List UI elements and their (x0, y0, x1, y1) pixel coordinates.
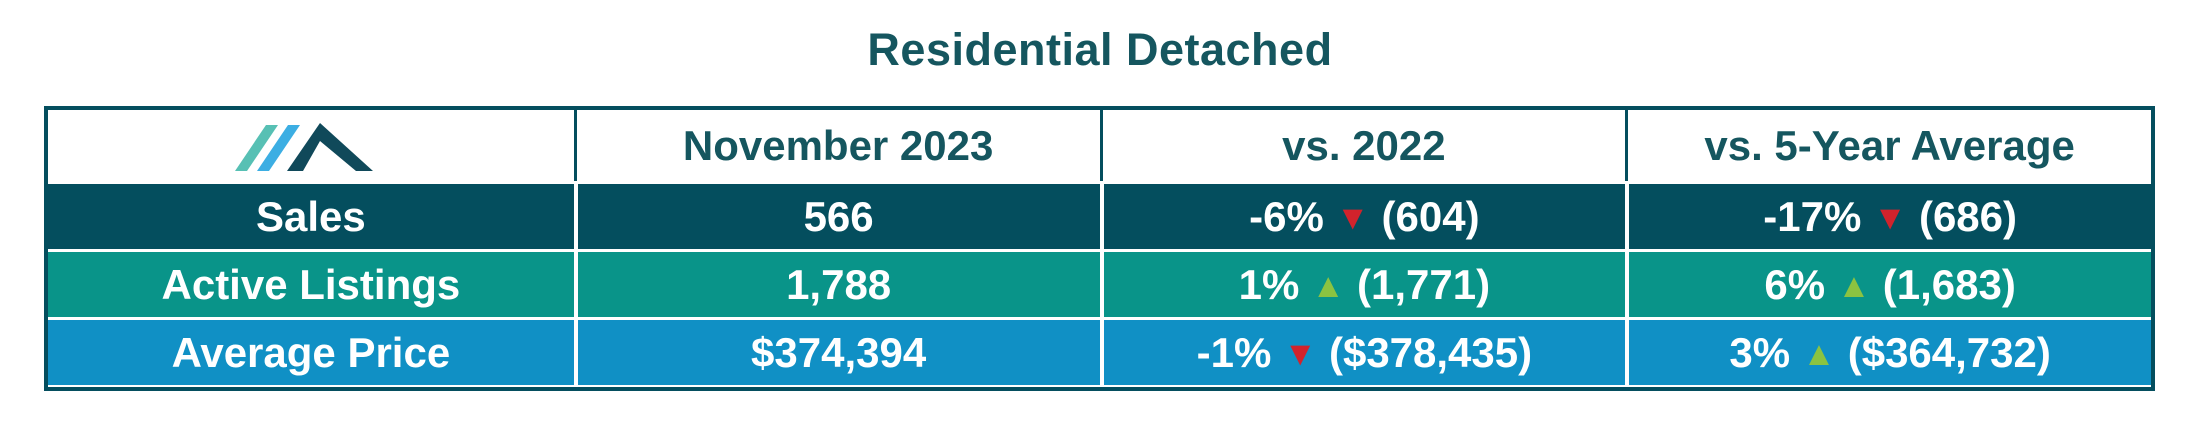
sales-current-value: 566 (573, 184, 1100, 249)
up-triangle-icon: ▲ (1802, 334, 1836, 373)
prev-value: ($378,435) (1328, 328, 1533, 376)
roofline-logo-icon (234, 122, 373, 171)
pct-change: -6% (1249, 192, 1324, 240)
average-price-vs-2022-cell: -1% ▼ ($378,435) (1099, 320, 1626, 385)
pct-change: 3% (1729, 328, 1791, 376)
residential-detached-table: November 2023 vs. 2022 vs. 5-Year Averag… (44, 106, 2155, 391)
sales-vs-2022-cell: -6% ▼ (604) (1099, 184, 1626, 249)
column-header-vs-5-year-average: vs. 5-Year Average (1625, 110, 2151, 181)
logo-header-cell (48, 110, 574, 181)
pct-change: 6% (1764, 260, 1826, 308)
prev-value: (1,771) (1357, 260, 1491, 308)
down-triangle-icon: ▼ (1873, 198, 1907, 237)
pct-change: 1% (1238, 260, 1300, 308)
active-listings-vs-2022-cell: 1% ▲ (1,771) (1099, 252, 1626, 317)
down-triangle-icon: ▼ (1335, 198, 1370, 237)
prev-value: (604) (1381, 192, 1480, 240)
average-price-vs-5yr-cell: 3% ▲ ($364,732) (1625, 320, 2151, 385)
row-label-average-price: Average Price (48, 320, 574, 385)
average-price-current-value: $374,394 (573, 320, 1100, 385)
sales-vs-5yr-cell: -17% ▼ (686) (1625, 184, 2151, 249)
pct-change: -1% (1196, 328, 1272, 376)
row-label-sales: Sales (48, 184, 574, 249)
active-listings-vs-5yr-cell: 6% ▲ (1,683) (1625, 252, 2151, 317)
down-triangle-icon: ▼ (1283, 334, 1317, 373)
up-triangle-icon: ▲ (1311, 266, 1346, 305)
pct-change: -17% (1763, 192, 1862, 240)
prev-value: (1,683) (1882, 260, 2016, 308)
prev-value: ($364,732) (1847, 328, 2051, 376)
column-header-november-2023: November 2023 (573, 110, 1100, 181)
page-title: Residential Detached (867, 24, 1333, 75)
active-listings-current-value: 1,788 (573, 252, 1100, 317)
column-header-vs-2022: vs. 2022 (1099, 110, 1626, 181)
row-label-active-listings: Active Listings (48, 252, 574, 317)
prev-value: (686) (1918, 192, 2018, 240)
up-triangle-icon: ▲ (1837, 266, 1871, 305)
